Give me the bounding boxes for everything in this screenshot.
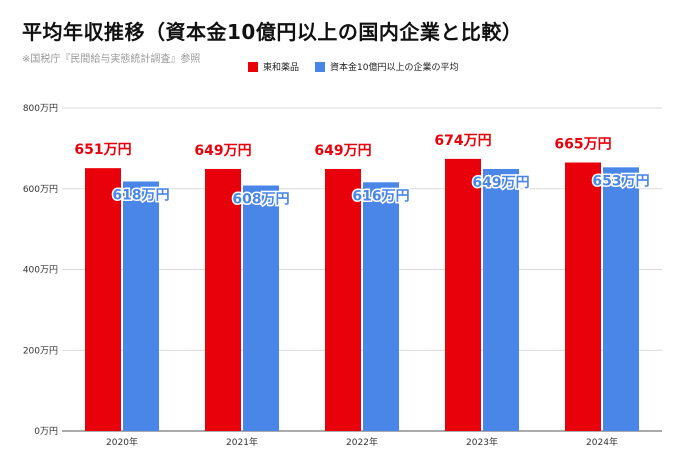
bar-benchmark [483, 168, 519, 431]
data-label-benchmark: 618万円 [112, 187, 169, 203]
data-label-company: 651万円 [74, 142, 131, 158]
bar-benchmark [123, 181, 159, 431]
bar-benchmark [603, 167, 639, 431]
legend-item-company: 東和薬品 [248, 60, 299, 73]
data-label-benchmark: 616万円 [352, 188, 409, 204]
bar-company [205, 168, 241, 431]
y-tick-label: 800万円 [23, 103, 58, 114]
data-label-company: 674万円 [434, 133, 491, 149]
x-tick-label: 2021年 [226, 436, 258, 448]
y-tick-label: 200万円 [23, 345, 58, 356]
data-label-benchmark: 649万円 [472, 175, 529, 191]
chart-subtitle: ※国税庁『民間給与実態統計調査』参照 [22, 54, 201, 65]
data-label-benchmark: 653万円 [592, 173, 649, 189]
y-tick-label: 600万円 [23, 184, 58, 195]
y-tick-label: 0万円 [34, 426, 58, 437]
legend-label-company: 東和薬品 [263, 63, 300, 73]
bar-benchmark [243, 185, 279, 431]
data-label-company: 649万円 [194, 143, 251, 159]
legend-item-benchmark: 資本金10億円以上の企業の平均 [315, 60, 458, 73]
data-label-company: 665万円 [554, 137, 611, 153]
bar-company [85, 168, 121, 431]
legend-swatch-company [248, 61, 258, 72]
legend-label-benchmark: 資本金10億円以上の企業の平均 [330, 63, 459, 73]
x-tick-label: 2023年 [466, 436, 498, 448]
y-tick-label: 400万円 [23, 265, 58, 276]
bar-company [565, 162, 601, 431]
x-tick-label: 2024年 [586, 436, 618, 448]
x-tick-label: 2020年 [106, 436, 138, 448]
bar-company [325, 168, 361, 431]
bar-company [445, 158, 481, 431]
data-label-benchmark: 608万円 [232, 192, 289, 208]
legend-swatch-benchmark [315, 61, 326, 72]
x-tick-label: 2022年 [346, 436, 378, 448]
legend: 東和薬品 資本金10億円以上の企業の平均 [248, 60, 474, 73]
data-label-company: 649万円 [314, 143, 371, 159]
bar-benchmark [363, 182, 399, 431]
chart-title: 平均年収推移（資本金10億円以上の国内企業と比較） [22, 20, 523, 44]
